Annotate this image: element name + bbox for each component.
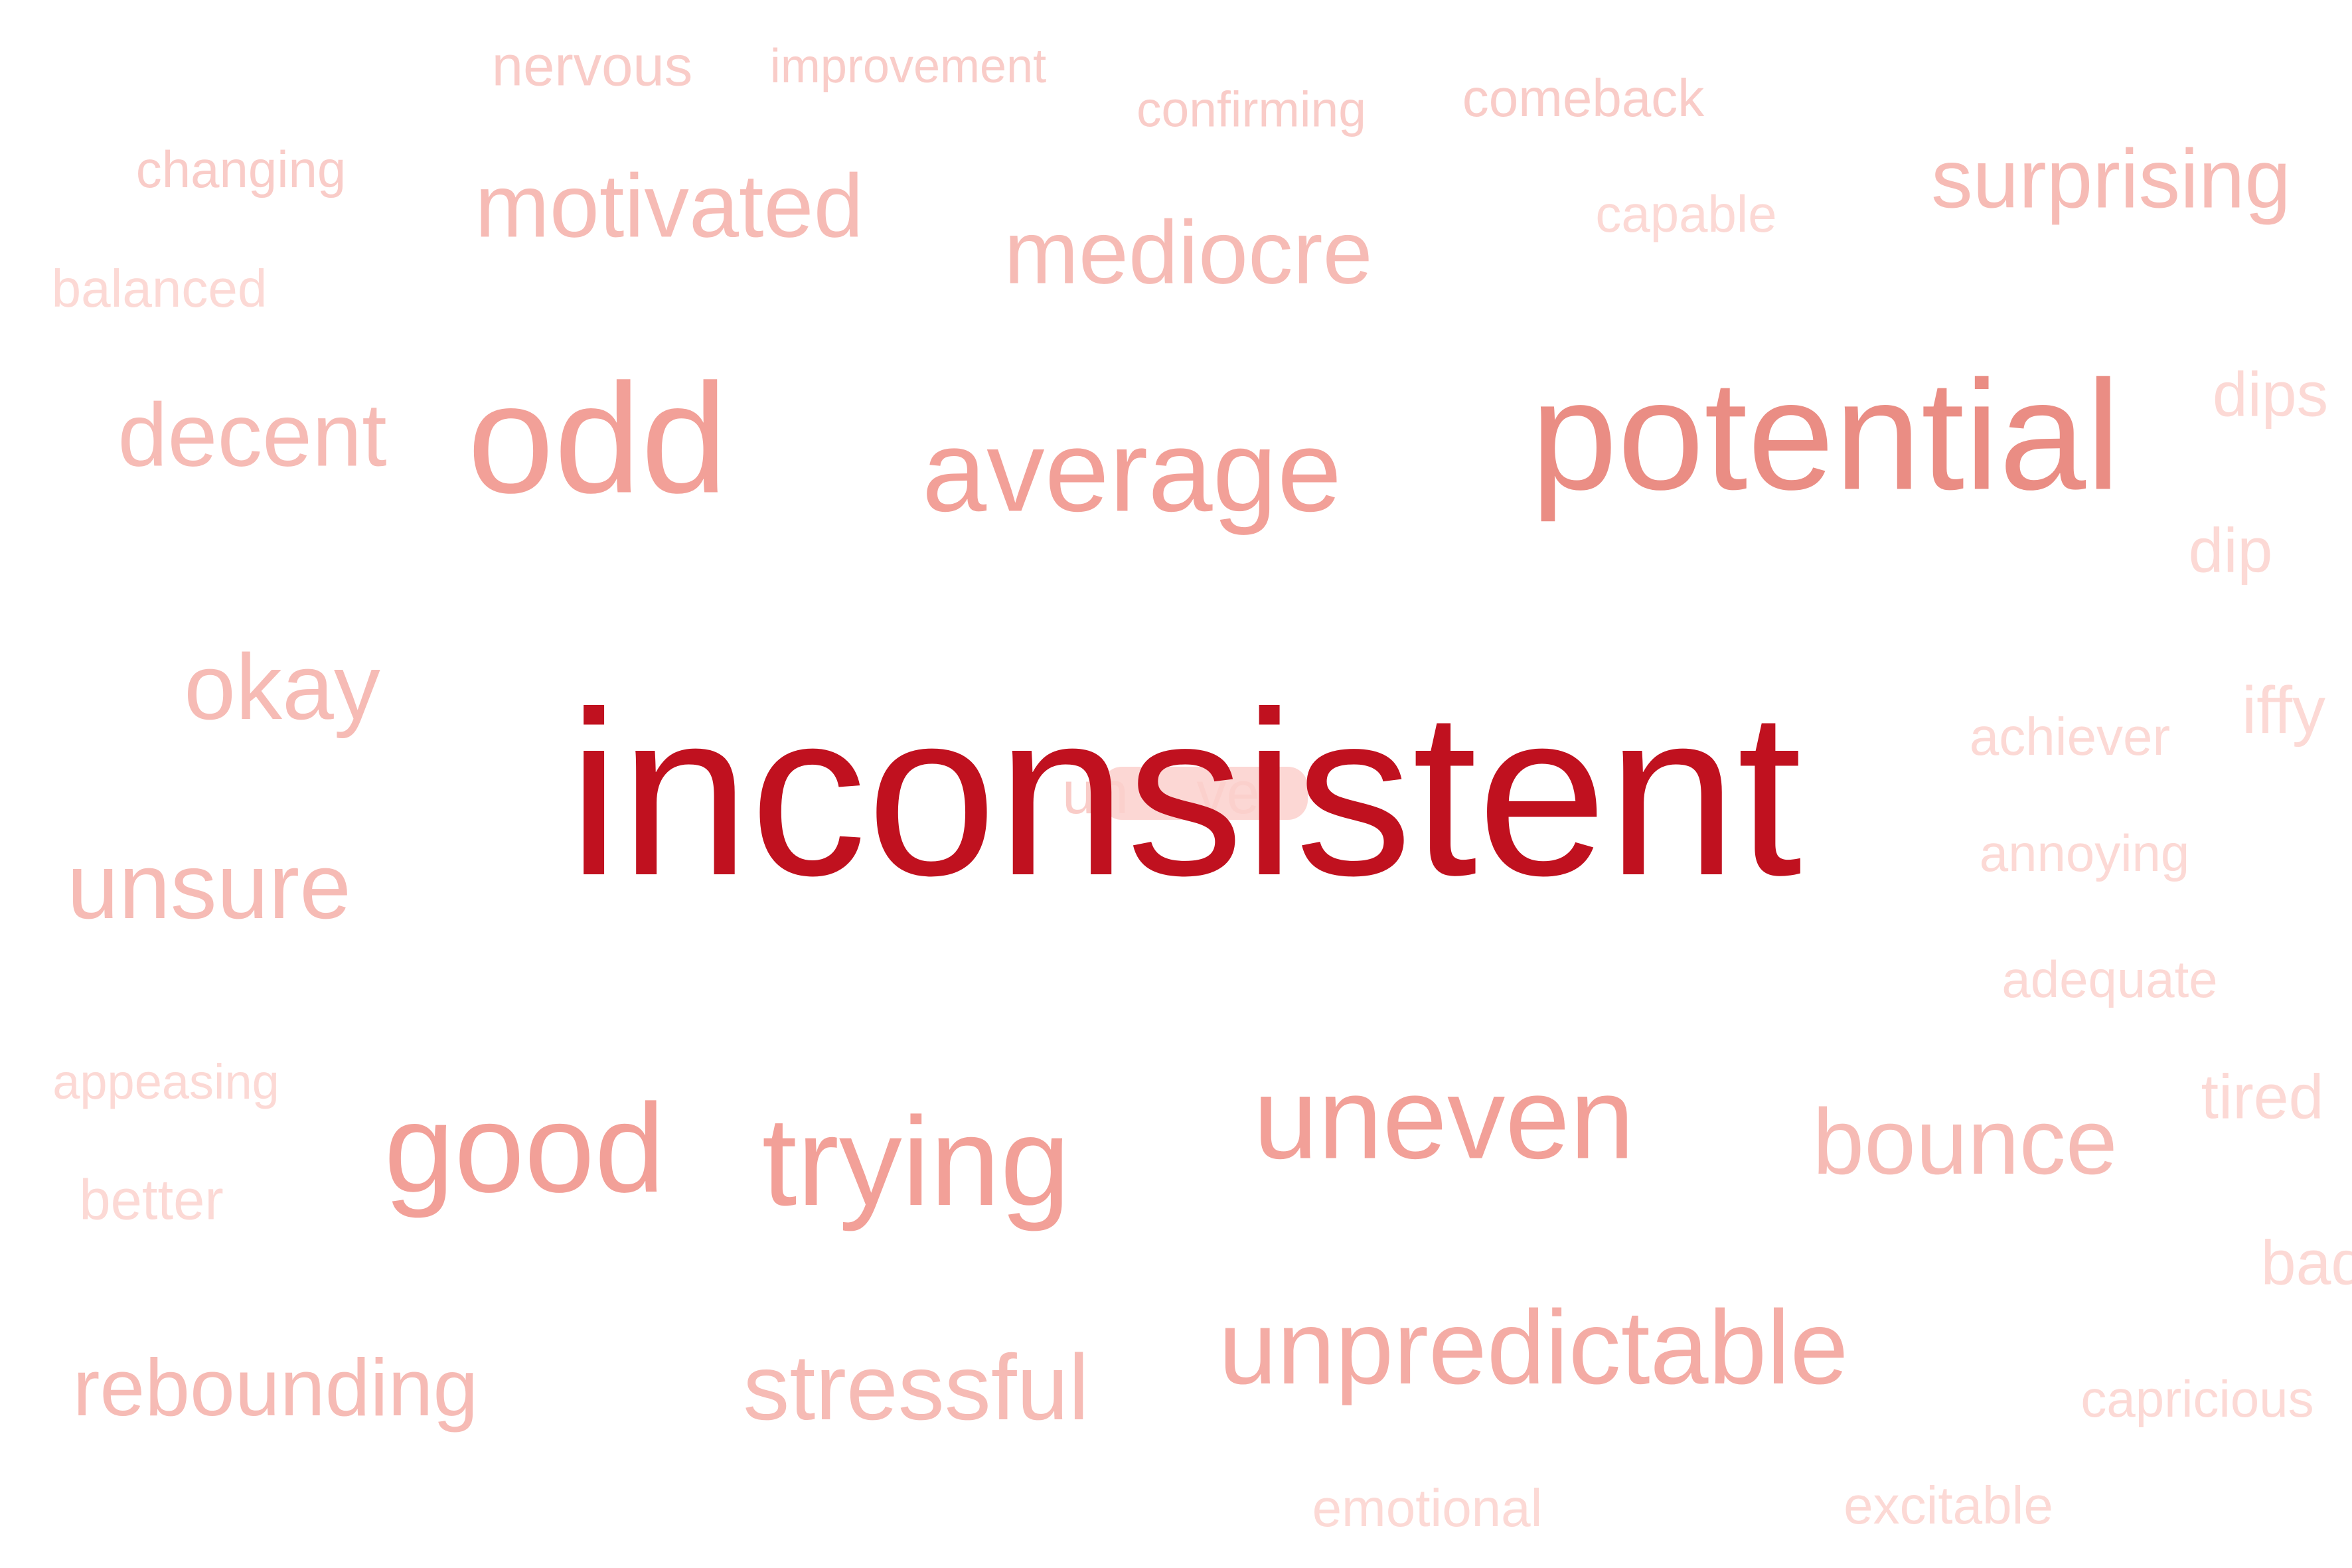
overlapping-words-smudge bbox=[1102, 767, 1308, 820]
word-adequate: adequate bbox=[2001, 950, 2218, 1008]
word-capricious: capricious bbox=[2080, 1370, 2314, 1428]
word-balanced: balanced bbox=[51, 259, 268, 318]
word-rebounding: rebounding bbox=[72, 1342, 479, 1433]
word-surprising: surprising bbox=[1931, 133, 2291, 226]
word-okay: okay bbox=[184, 635, 380, 739]
word-comeback: comeback bbox=[1462, 68, 1705, 127]
word-mediocre: mediocre bbox=[1004, 202, 1373, 303]
word-dips: dips bbox=[2212, 359, 2329, 430]
word-decent: decent bbox=[118, 384, 387, 485]
word-excitable: excitable bbox=[1843, 1476, 2053, 1535]
word-uneven: uneven bbox=[1253, 1054, 1635, 1184]
word-better: better bbox=[79, 1168, 224, 1232]
word-unpredictable: unpredictable bbox=[1218, 1289, 1849, 1406]
word-potential: potential bbox=[1530, 347, 2121, 522]
word-inconsistent: inconsistent bbox=[568, 663, 1802, 924]
word-average: average bbox=[921, 406, 1342, 536]
word-changing: changing bbox=[135, 140, 347, 198]
word-emotional: emotional bbox=[1312, 1478, 1543, 1537]
word-trying: trying bbox=[761, 1091, 1071, 1232]
word-achiever: achiever bbox=[1969, 707, 2171, 766]
word-appeasing: appeasing bbox=[52, 1054, 279, 1109]
word-iffy: iffy bbox=[2242, 673, 2325, 747]
word-odd: odd bbox=[467, 351, 728, 526]
word-nervous: nervous bbox=[491, 35, 693, 98]
word-improvement: improvement bbox=[769, 40, 1047, 93]
word-tired: tired bbox=[2201, 1061, 2324, 1133]
word-bad: bad bbox=[2260, 1227, 2352, 1298]
word-good: good bbox=[384, 1078, 665, 1219]
word-capable: capable bbox=[1595, 185, 1777, 243]
word-stressful: stressful bbox=[743, 1335, 1089, 1439]
word-unsure: unsure bbox=[66, 834, 352, 938]
word-annoying: annoying bbox=[1979, 824, 2190, 882]
word-motivated: motivated bbox=[475, 155, 864, 256]
word-bounce: bounce bbox=[1812, 1089, 2118, 1194]
word-dip: dip bbox=[2188, 515, 2273, 586]
word-confirming: confirming bbox=[1137, 81, 1366, 137]
